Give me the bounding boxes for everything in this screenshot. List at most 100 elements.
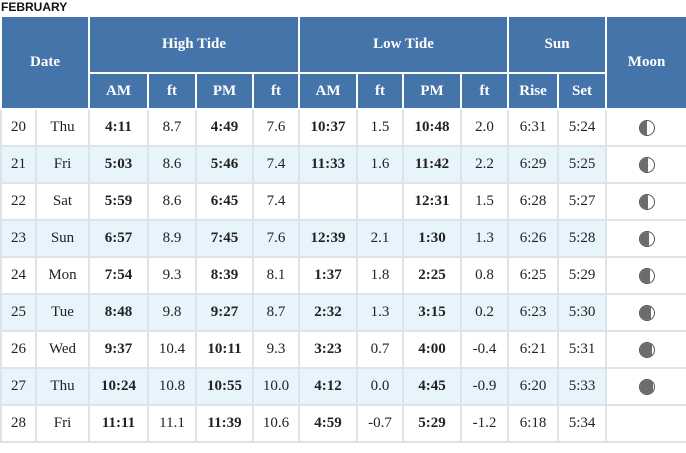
high-pm-time-cell: 8:39 — [195, 256, 254, 295]
high-pm-height-cell: 7.4 — [252, 145, 300, 184]
moon-phase-cell — [605, 404, 686, 443]
table-row: 26 Wed 9:37 10.4 10:11 9.3 3:23 0.7 4:00 -0.4 6:21… — [0, 330, 686, 369]
sunrise-cell: 6:20 — [507, 367, 560, 406]
moon-phase-cell — [605, 145, 686, 184]
high-pm-time-cell: 5:46 — [195, 145, 254, 184]
moon-phase-cell — [605, 108, 686, 147]
moon-phase-icon — [638, 230, 655, 247]
sunset-cell: 5:27 — [557, 182, 608, 221]
low-am-time-cell: 10:37 — [298, 108, 358, 147]
day-cell: 28 — [0, 404, 37, 443]
day-cell: 22 — [0, 182, 37, 221]
low-am-height-cell — [356, 182, 404, 221]
day-cell: 24 — [0, 256, 37, 295]
sunrise-cell: 6:25 — [507, 256, 560, 295]
high-am-time-cell: 5:03 — [88, 145, 149, 184]
high-am-height-cell: 9.8 — [147, 293, 197, 332]
table-row: 22 Sat 5:59 8.6 6:45 7.4 12:31 1.5 6:28 5:27 — [0, 182, 686, 221]
moon-phase-cell — [605, 256, 686, 295]
high-pm-height-cell: 8.7 — [252, 293, 300, 332]
high-pm-time-cell: 11:39 — [195, 404, 254, 443]
high-am-time-cell: 7:54 — [88, 256, 149, 295]
table-row: 24 Mon 7:54 9.3 8:39 8.1 1:37 1.8 2:25 0.8 6:25 5:2… — [0, 256, 686, 295]
moon-phase-cell — [605, 219, 686, 258]
low-am-height-cell: 1.6 — [356, 145, 404, 184]
low-am-height-cell: -0.7 — [356, 404, 404, 443]
high-am-time-cell: 4:11 — [88, 108, 149, 147]
moon-shadow — [639, 379, 653, 394]
high-pm-height-cell: 9.3 — [252, 330, 300, 369]
low-pm-time-cell: 4:45 — [402, 367, 462, 406]
high-am-time-cell: 8:48 — [88, 293, 149, 332]
header-high-am-ft: ft — [147, 72, 197, 110]
low-am-height-cell: 1.3 — [356, 293, 404, 332]
low-pm-time-cell: 3:15 — [402, 293, 462, 332]
high-pm-time-cell: 10:55 — [195, 367, 254, 406]
moon-shadow — [639, 268, 650, 283]
low-pm-height-cell: -0.4 — [459, 330, 510, 369]
high-am-time-cell: 5:59 — [88, 182, 149, 221]
low-am-time-cell: 12:39 — [298, 219, 358, 258]
header-low-pm: PM — [402, 72, 462, 110]
moon-phase-icon — [638, 156, 655, 173]
high-pm-time-cell: 6:45 — [195, 182, 254, 221]
day-cell: 21 — [0, 145, 37, 184]
low-pm-height-cell: -0.9 — [459, 367, 510, 406]
header-low-am-ft: ft — [356, 72, 404, 110]
day-cell: 25 — [0, 293, 37, 332]
table-row: 27 Thu 10:24 10.8 10:55 10.0 4:12 0.0 4:45 -0.9 6:… — [0, 367, 686, 406]
low-pm-height-cell: -1.2 — [459, 404, 510, 443]
moon-shadow — [639, 305, 651, 320]
sunset-cell: 5:28 — [557, 219, 608, 258]
weekday-cell: Fri — [35, 145, 90, 184]
moon-phase-cell — [605, 330, 686, 369]
low-pm-height-cell: 1.3 — [459, 219, 510, 258]
table-row: 23 Sun 6:57 8.9 7:45 7.6 12:39 2.1 1:30 1.3 6:26 5:… — [0, 219, 686, 258]
month-title: FEBRUARY — [1, 0, 68, 14]
high-am-height-cell: 11.1 — [147, 404, 197, 443]
weekday-cell: Fri — [35, 404, 90, 443]
sunset-cell: 5:34 — [557, 404, 608, 443]
header-low-pm-ft: ft — [459, 72, 510, 110]
moon-phase-icon — [638, 119, 655, 136]
low-am-height-cell: 1.5 — [356, 108, 404, 147]
high-am-height-cell: 10.4 — [147, 330, 197, 369]
sunset-cell: 5:24 — [557, 108, 608, 147]
weekday-cell: Thu — [35, 367, 90, 406]
low-am-height-cell: 0.7 — [356, 330, 404, 369]
day-cell: 27 — [0, 367, 37, 406]
header-low-tide: Low Tide — [297, 15, 510, 74]
moon-phase-icon — [638, 193, 655, 210]
sunset-cell: 5:31 — [557, 330, 608, 369]
header-sun: Sun — [507, 15, 608, 74]
low-pm-height-cell: 2.0 — [459, 108, 510, 147]
low-pm-time-cell: 10:48 — [402, 108, 462, 147]
header-high-am: AM — [88, 72, 149, 110]
low-am-time-cell: 2:32 — [298, 293, 358, 332]
high-am-time-cell: 10:24 — [88, 367, 149, 406]
moon-shadow — [639, 194, 648, 209]
moon-phase-cell — [605, 182, 686, 221]
header-row-sub: AM ft PM ft AM ft PM ft Rise Set — [1, 72, 686, 110]
high-pm-height-cell: 7.6 — [252, 108, 300, 147]
sunset-cell: 5:29 — [557, 256, 608, 295]
weekday-cell: Sun — [35, 219, 90, 258]
high-am-height-cell: 8.9 — [147, 219, 197, 258]
high-pm-time-cell: 9:27 — [195, 293, 254, 332]
low-pm-height-cell: 2.2 — [459, 145, 510, 184]
day-cell: 23 — [0, 219, 37, 258]
weekday-cell: Wed — [35, 330, 90, 369]
moon-phase-icon — [638, 341, 655, 358]
high-pm-height-cell: 10.0 — [252, 367, 300, 406]
high-pm-height-cell: 7.6 — [252, 219, 300, 258]
header-low-am: AM — [298, 72, 358, 110]
sunset-cell: 5:30 — [557, 293, 608, 332]
low-am-time-cell: 3:23 — [298, 330, 358, 369]
header-moon: Moon — [605, 15, 686, 110]
low-am-time-cell — [298, 182, 358, 221]
moon-phase-icon — [638, 378, 655, 395]
header-high-pm-ft: ft — [252, 72, 300, 110]
tide-table: Date High Tide Low Tide Sun Moon AM ft P… — [0, 15, 686, 443]
moon-phase-icon — [638, 304, 655, 321]
low-am-height-cell: 1.8 — [356, 256, 404, 295]
